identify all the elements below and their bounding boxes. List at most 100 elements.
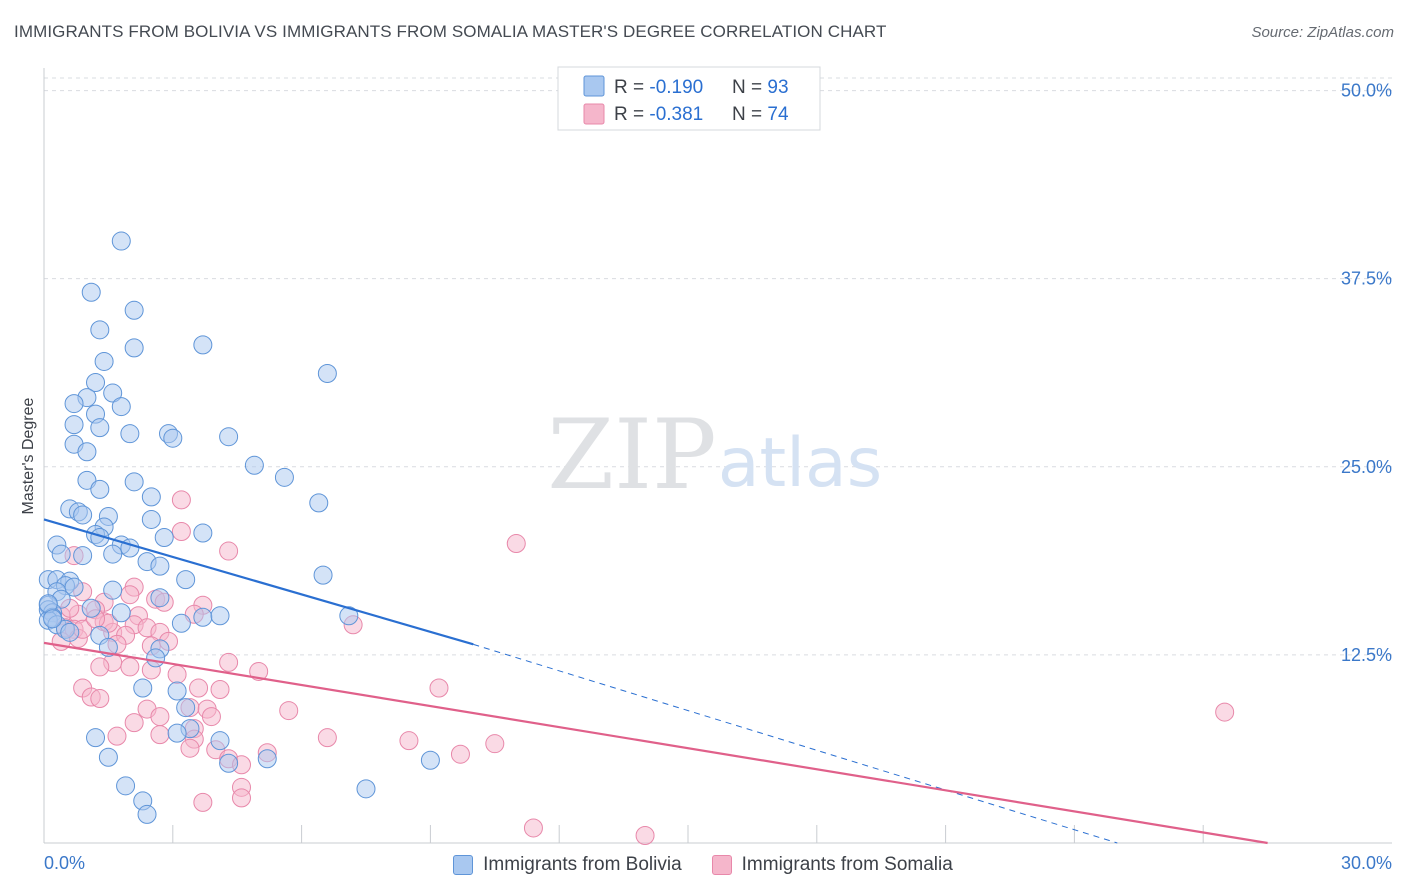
bolivia-point[interactable] <box>90 418 110 438</box>
somalia-point[interactable] <box>1215 702 1235 722</box>
somalia-point[interactable] <box>201 707 221 727</box>
bolivia-point[interactable] <box>133 678 153 698</box>
somalia-point[interactable] <box>219 652 239 672</box>
bolivia-point[interactable] <box>73 546 93 566</box>
bolivia-point[interactable] <box>124 338 144 358</box>
legend-swatch-bolivia <box>583 75 605 97</box>
somalia-point[interactable] <box>193 792 213 812</box>
somalia-point[interactable] <box>90 657 110 677</box>
correlation-legend: R = -0.190 N = 93 R = -0.381 N = 74 <box>557 66 821 131</box>
somalia-point[interactable] <box>317 728 337 748</box>
bolivia-point[interactable] <box>176 570 196 590</box>
bolivia-point[interactable] <box>150 556 170 576</box>
bolivia-point[interactable] <box>193 607 213 627</box>
somalia-point[interactable] <box>231 788 251 808</box>
somalia-point[interactable] <box>120 585 140 605</box>
legend-n-value: 93 <box>767 77 788 98</box>
bolivia-point[interactable] <box>317 363 337 383</box>
bolivia-point[interactable] <box>124 472 144 492</box>
y-tick-label: 12.5% <box>1341 645 1392 665</box>
bolivia-point[interactable] <box>420 750 440 770</box>
bolivia-point[interactable] <box>81 598 101 618</box>
somalia-point[interactable] <box>167 664 187 684</box>
watermark-zip: ZIP <box>547 399 716 511</box>
bolivia-point[interactable] <box>150 588 170 608</box>
somalia-point[interactable] <box>210 680 230 700</box>
bolivia-point[interactable] <box>90 479 110 499</box>
bolivia-point[interactable] <box>43 609 63 629</box>
somalia-point[interactable] <box>180 738 200 758</box>
bolivia-point[interactable] <box>146 648 166 668</box>
legend-label-somalia: Immigrants from Somalia <box>741 854 953 875</box>
somalia-point[interactable] <box>124 713 144 733</box>
bolivia-point[interactable] <box>154 528 174 548</box>
bolivia-point[interactable] <box>111 603 131 623</box>
bolivia-point[interactable] <box>103 580 123 600</box>
bolivia-point[interactable] <box>167 681 187 701</box>
bolivia-point[interactable] <box>176 698 196 718</box>
somalia-point[interactable] <box>485 734 505 754</box>
bolivia-point[interactable] <box>163 428 183 448</box>
bolivia-point[interactable] <box>51 544 71 564</box>
bolivia-point[interactable] <box>103 383 123 403</box>
somalia-point[interactable] <box>171 490 191 510</box>
bolivia-point[interactable] <box>356 779 376 799</box>
bolivia-point[interactable] <box>94 351 114 371</box>
bolivia-point[interactable] <box>219 753 239 773</box>
bolivia-point[interactable] <box>274 467 294 487</box>
bolivia-point[interactable] <box>257 749 277 769</box>
bolivia-point[interactable] <box>77 442 97 462</box>
legend-r-value: -0.190 <box>649 77 703 98</box>
bolivia-point[interactable] <box>141 487 161 507</box>
bolivia-point[interactable] <box>103 544 123 564</box>
bolivia-point[interactable] <box>309 493 329 513</box>
somalia-point[interactable] <box>450 744 470 764</box>
bolivia-point[interactable] <box>193 523 213 543</box>
bolivia-point[interactable] <box>64 415 84 435</box>
somalia-point[interactable] <box>635 825 655 845</box>
bolivia-point[interactable] <box>86 728 106 748</box>
bolivia-point[interactable] <box>90 320 110 340</box>
y-axis-label: Master's Degree <box>20 397 37 514</box>
somalia-point[interactable] <box>90 689 110 709</box>
bolivia-point[interactable] <box>111 397 131 417</box>
somalia-point[interactable] <box>249 661 269 681</box>
bolivia-point[interactable] <box>339 606 359 626</box>
somalia-point[interactable] <box>171 521 191 541</box>
bolivia-point[interactable] <box>64 394 84 414</box>
bolivia-point[interactable] <box>219 427 239 447</box>
somalia-point[interactable] <box>107 726 127 746</box>
somalia-point[interactable] <box>429 678 449 698</box>
somalia-point[interactable] <box>189 678 209 698</box>
bolivia-point[interactable] <box>77 470 97 490</box>
bolivia-point[interactable] <box>210 606 230 626</box>
somalia-point[interactable] <box>523 818 543 838</box>
bolivia-point[interactable] <box>60 622 80 642</box>
somalia-point[interactable] <box>279 701 299 721</box>
bolivia-point[interactable] <box>244 455 264 475</box>
bolivia-point[interactable] <box>81 282 101 302</box>
bolivia-point[interactable] <box>116 776 136 796</box>
somalia-point[interactable] <box>120 657 140 677</box>
somalia-point[interactable] <box>150 707 170 727</box>
bolivia-point[interactable] <box>210 731 230 751</box>
legend-item-somalia[interactable]: Immigrants from Somalia <box>711 854 953 876</box>
bolivia-point[interactable] <box>193 335 213 355</box>
bolivia-point[interactable] <box>137 804 157 824</box>
somalia-point[interactable] <box>399 731 419 751</box>
somalia-point[interactable] <box>219 541 239 561</box>
somalia-point[interactable] <box>506 534 526 554</box>
bolivia-point[interactable] <box>167 723 187 743</box>
bolivia-point[interactable] <box>86 373 106 393</box>
bolivia-point[interactable] <box>73 505 93 525</box>
bolivia-point[interactable] <box>171 613 191 633</box>
bolivia-point[interactable] <box>98 747 118 767</box>
bolivia-point[interactable] <box>313 565 333 585</box>
legend-item-bolivia[interactable]: Immigrants from Bolivia <box>453 854 682 876</box>
bolivia-trend-line <box>43 518 474 646</box>
bolivia-point[interactable] <box>141 509 161 529</box>
somalia-point[interactable] <box>150 725 170 745</box>
bolivia-point[interactable] <box>111 231 131 251</box>
bolivia-point[interactable] <box>120 424 140 444</box>
bolivia-point[interactable] <box>124 300 144 320</box>
